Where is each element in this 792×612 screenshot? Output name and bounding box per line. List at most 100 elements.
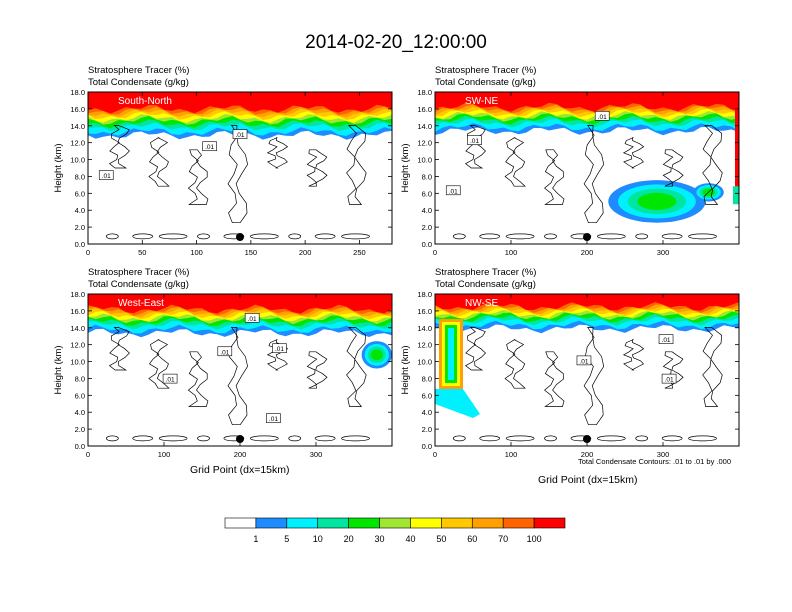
subtitle-line: Total Condensate (g/kg) bbox=[435, 76, 536, 88]
x-tick-label: 100 bbox=[505, 248, 518, 257]
colorbar-label: 1 bbox=[253, 534, 258, 544]
x-tick-label: 250 bbox=[353, 248, 366, 257]
panel-subtitle: Stratosphere Tracer (%) Total Condensate… bbox=[435, 65, 536, 88]
subtitle-line: Stratosphere Tracer (%) bbox=[88, 267, 190, 278]
condensate-contour bbox=[108, 327, 130, 371]
y-tick-label: 4.0 bbox=[422, 408, 432, 417]
condensate-contour bbox=[596, 435, 626, 442]
panel-subtitle: Stratosphere Tracer (%) Total Condensate… bbox=[435, 267, 536, 290]
y-tick-label: 0.0 bbox=[75, 442, 85, 451]
contour-label: .01 bbox=[275, 346, 284, 353]
condensate-contour bbox=[158, 233, 188, 240]
contour-label: .01 bbox=[665, 377, 674, 384]
condensate-contour bbox=[504, 339, 526, 389]
colorbar-label: 50 bbox=[436, 534, 446, 544]
contour-label: .01 bbox=[248, 316, 257, 323]
y-tick-label: 8.0 bbox=[75, 172, 85, 181]
colorbar-label: 100 bbox=[527, 534, 542, 544]
plot-area: .01 .01 .01 NW-SE bbox=[435, 294, 739, 446]
panel-label: South-North bbox=[118, 96, 172, 107]
condensate-contour bbox=[544, 351, 565, 407]
x-tick-label: 300 bbox=[657, 248, 670, 257]
y-tick-label: 14.0 bbox=[70, 122, 85, 131]
colorbar-label: 20 bbox=[344, 534, 354, 544]
y-axis-label: Height (km) bbox=[53, 345, 64, 394]
condensate-contour bbox=[288, 435, 302, 442]
condensate-contour bbox=[227, 125, 248, 224]
location-marker bbox=[236, 233, 244, 241]
contour-label-box bbox=[162, 373, 178, 384]
subtitle-line: Total Condensate (g/kg) bbox=[435, 278, 536, 290]
y-axis-label: Height (km) bbox=[400, 143, 411, 192]
y-tick-label: 6.0 bbox=[422, 189, 432, 198]
contour-label: .01 bbox=[102, 173, 111, 180]
panel-subtitle: Stratosphere Tracer (%) Total Condensate… bbox=[88, 267, 189, 290]
tracer-edge bbox=[733, 186, 739, 205]
condensate-contour bbox=[662, 351, 684, 389]
condensate-contour bbox=[622, 137, 645, 169]
contour-label: .01 bbox=[205, 144, 214, 151]
colorbar-swatch bbox=[533, 517, 566, 529]
colorbar-label: 30 bbox=[375, 534, 385, 544]
condensate-contour bbox=[452, 233, 466, 240]
x-tick-label: 50 bbox=[138, 248, 146, 257]
y-tick-label: 8.0 bbox=[75, 374, 85, 383]
condensate-contour bbox=[187, 351, 209, 407]
y-tick-label: 6.0 bbox=[75, 189, 85, 198]
condensate-contour bbox=[596, 233, 626, 240]
subtitle-line: Total Condensate (g/kg) bbox=[88, 76, 189, 88]
contour-label-box bbox=[576, 355, 592, 366]
y-tick-label: 10.0 bbox=[417, 358, 432, 367]
colorbar-swatch bbox=[441, 517, 473, 529]
y-axis-label: Height (km) bbox=[53, 143, 64, 192]
condensate-contour bbox=[197, 233, 210, 240]
subtitle-line: Stratosphere Tracer (%) bbox=[435, 267, 537, 278]
condensate-contour bbox=[306, 149, 328, 187]
condensate-contour bbox=[306, 351, 328, 389]
colorbar-swatch bbox=[255, 517, 288, 529]
contour-label-box bbox=[98, 170, 114, 180]
x-tick-label: 300 bbox=[310, 450, 323, 459]
panel-label: SW-NE bbox=[465, 96, 498, 107]
y-tick-label: 2.0 bbox=[422, 223, 432, 232]
tracer-blob bbox=[370, 349, 383, 361]
condensate-contour bbox=[661, 233, 683, 240]
panel-subtitle: Stratosphere Tracer (%) Total Condensate… bbox=[88, 65, 189, 88]
condensate-contour bbox=[105, 233, 119, 240]
tracer-intrusion bbox=[435, 389, 480, 418]
y-tick-label: 0.0 bbox=[422, 240, 432, 249]
condensate-contour bbox=[341, 435, 370, 442]
condensate-contour bbox=[688, 435, 717, 442]
page-title: 2014-02-20_12:00:00 bbox=[305, 32, 487, 53]
condensate-contour bbox=[288, 233, 302, 240]
panel-label: NW-SE bbox=[465, 298, 498, 309]
condensate-contour bbox=[452, 435, 466, 442]
tracer-band bbox=[88, 92, 392, 114]
cross-section-panel: .01 .01 .01 NW-SE 0.0 2.0 4.0 6.0 8.0 10.0 12.0 14.… bbox=[400, 290, 740, 459]
condensate-contour bbox=[505, 435, 535, 442]
condensate-contour bbox=[105, 435, 119, 442]
colorbar-label: 60 bbox=[467, 534, 477, 544]
condensate-contour bbox=[132, 233, 154, 240]
plot-area: .01 .01 .01 South-North bbox=[88, 92, 392, 244]
plot-area: .01 .01 .01 SW-NE bbox=[435, 92, 739, 244]
y-tick-label: 12.0 bbox=[417, 341, 432, 350]
colorbar-swatch bbox=[286, 517, 319, 529]
contour-label: .01 bbox=[235, 132, 244, 139]
condensate-contour bbox=[197, 435, 210, 442]
y-tick-label: 16.0 bbox=[70, 307, 85, 316]
colorbar-swatch bbox=[317, 517, 349, 529]
y-tick-label: 18.0 bbox=[417, 88, 432, 97]
x-tick-label: 200 bbox=[581, 450, 594, 459]
y-tick-label: 2.0 bbox=[75, 223, 85, 232]
y-tick-label: 12.0 bbox=[70, 341, 85, 350]
condensate-contour bbox=[702, 327, 723, 407]
x-tick-label: 0 bbox=[86, 248, 90, 257]
contour-label-box bbox=[661, 373, 677, 384]
condensate-contour bbox=[662, 149, 684, 187]
condensate-contour bbox=[464, 327, 487, 371]
x-axis-label: Grid Point (dx=15km) bbox=[538, 474, 638, 486]
tracer-intrusion bbox=[448, 328, 454, 380]
y-tick-label: 4.0 bbox=[422, 206, 432, 215]
